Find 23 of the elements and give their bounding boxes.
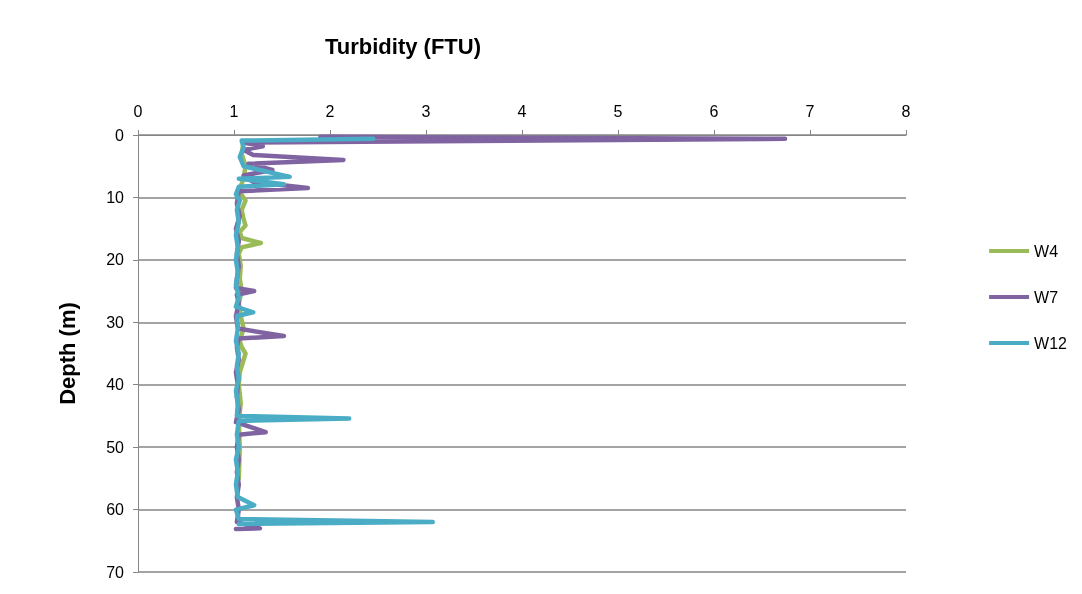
x-tick-label: 0 xyxy=(133,102,143,120)
y-tick-label: 70 xyxy=(106,563,125,581)
legend-label: W12 xyxy=(1034,334,1068,352)
chart-title: Turbidity (FTU) xyxy=(325,33,481,59)
y-tick-label: 30 xyxy=(106,313,125,331)
line-series xyxy=(233,136,435,527)
legend-label: W4 xyxy=(1034,242,1059,260)
x-tick-label: 1 xyxy=(229,102,239,120)
y-tick-label: 20 xyxy=(106,251,125,269)
y-tick-label: 60 xyxy=(106,501,125,519)
x-tick-label: 4 xyxy=(517,102,527,120)
y-tick-label: 0 xyxy=(115,126,125,144)
x-tick-label: 7 xyxy=(805,102,815,120)
x-tick-label: 8 xyxy=(901,102,911,120)
x-tick-label: 5 xyxy=(613,102,623,120)
legend-label: W7 xyxy=(1034,288,1059,306)
x-tick-label: 2 xyxy=(325,102,335,120)
y-tick-label: 10 xyxy=(106,188,125,206)
y-tick-label: 50 xyxy=(106,438,125,456)
x-tick-label: 3 xyxy=(421,102,431,120)
x-tick-label: 6 xyxy=(709,102,719,120)
y-axis-title: Depth (m) xyxy=(54,302,80,405)
y-tick-label: 40 xyxy=(106,376,125,394)
